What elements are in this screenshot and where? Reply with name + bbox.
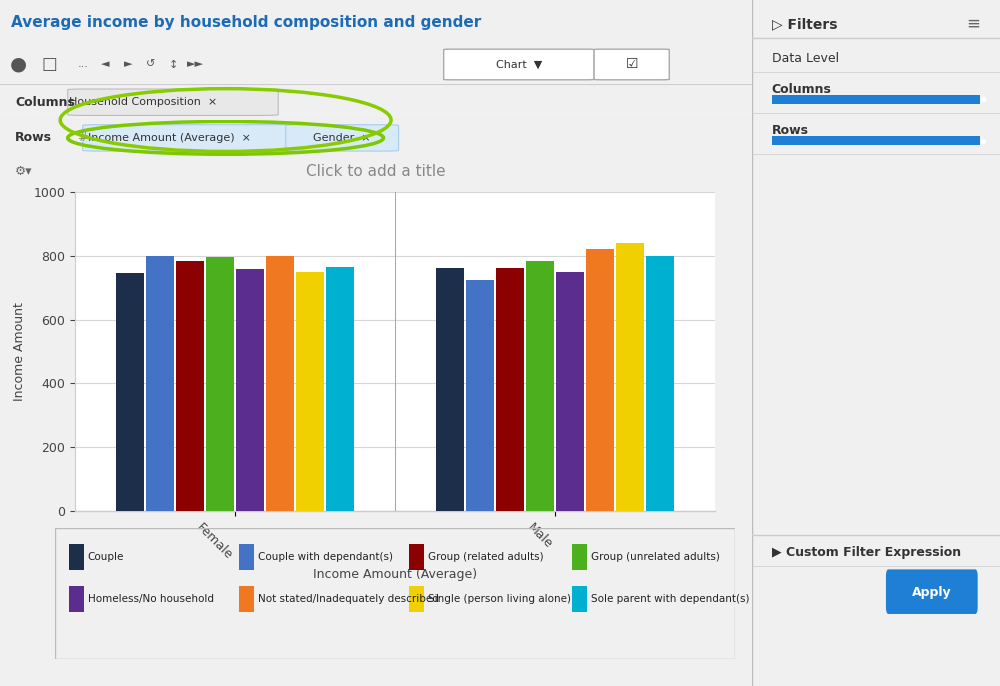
Text: Average income by household composition and gender: Average income by household composition … [11,15,482,29]
FancyBboxPatch shape [286,125,399,151]
Bar [772,136,980,145]
Bar [526,261,554,511]
Text: Apply: Apply [912,586,952,598]
Bar [586,250,614,511]
Bar [556,272,584,511]
Bar [616,243,644,511]
Bar [206,257,234,511]
FancyBboxPatch shape [83,125,301,151]
Text: ⚙▾: ⚙▾ [15,165,33,178]
Text: ☑: ☑ [625,58,638,71]
Y-axis label: Income Amount: Income Amount [13,302,26,401]
Bar [69,586,84,612]
Text: ●: ● [10,55,27,74]
Text: Homeless/No household: Homeless/No household [88,593,214,604]
Text: Click to add a title: Click to add a title [306,164,446,179]
Bar [116,274,144,511]
Text: Sole parent with dependant(s): Sole parent with dependant(s) [591,593,749,604]
Bar [466,280,494,511]
Text: Couple with dependant(s): Couple with dependant(s) [258,552,393,562]
Bar [239,586,254,612]
Bar [146,256,174,511]
Text: ◄: ◄ [101,60,110,69]
X-axis label: Income Amount (Average): Income Amount (Average) [313,567,477,580]
Text: ...: ... [77,60,88,69]
FancyBboxPatch shape [886,569,978,614]
FancyBboxPatch shape [594,49,669,80]
Bar [326,267,354,511]
Bar [496,268,524,511]
Text: Income Amount (Average)  ×: Income Amount (Average) × [88,133,251,143]
Text: ▶ Custom Filter Expression: ▶ Custom Filter Expression [772,546,961,558]
Bar [436,268,464,511]
Bar [236,269,264,511]
Text: Columns: Columns [772,83,832,95]
Text: #: # [77,132,88,144]
Text: Group (unrelated adults): Group (unrelated adults) [591,552,720,562]
Text: Single (person living alone): Single (person living alone) [428,593,571,604]
Text: Gender  ×: Gender × [313,133,371,143]
Text: ↕: ↕ [168,60,178,69]
Bar [646,256,674,511]
Bar [266,256,294,511]
Text: ►: ► [124,60,132,69]
Text: Rows: Rows [772,124,809,137]
Bar [572,544,587,570]
Text: ►►: ►► [187,60,204,69]
Text: Columns: Columns [15,96,75,108]
Bar [772,95,980,104]
Bar [409,586,424,612]
FancyBboxPatch shape [444,49,594,80]
Bar [69,544,84,570]
Bar [296,272,324,511]
Text: Chart  ▼: Chart ▼ [496,60,542,69]
Bar [176,261,204,511]
Bar [239,544,254,570]
Text: Couple: Couple [88,552,124,562]
Text: Rows: Rows [15,132,52,144]
Text: ≡: ≡ [966,15,980,33]
Text: ↺: ↺ [146,60,155,69]
Text: Data Level: Data Level [772,52,839,64]
Text: □: □ [41,56,57,73]
Bar [572,586,587,612]
FancyBboxPatch shape [68,89,278,115]
Text: ▷ Filters: ▷ Filters [772,17,837,31]
Text: Household Composition  ×: Household Composition × [69,97,217,107]
Text: Not stated/Inadequately described: Not stated/Inadequately described [258,593,439,604]
Text: Group (related adults): Group (related adults) [428,552,543,562]
Bar [409,544,424,570]
